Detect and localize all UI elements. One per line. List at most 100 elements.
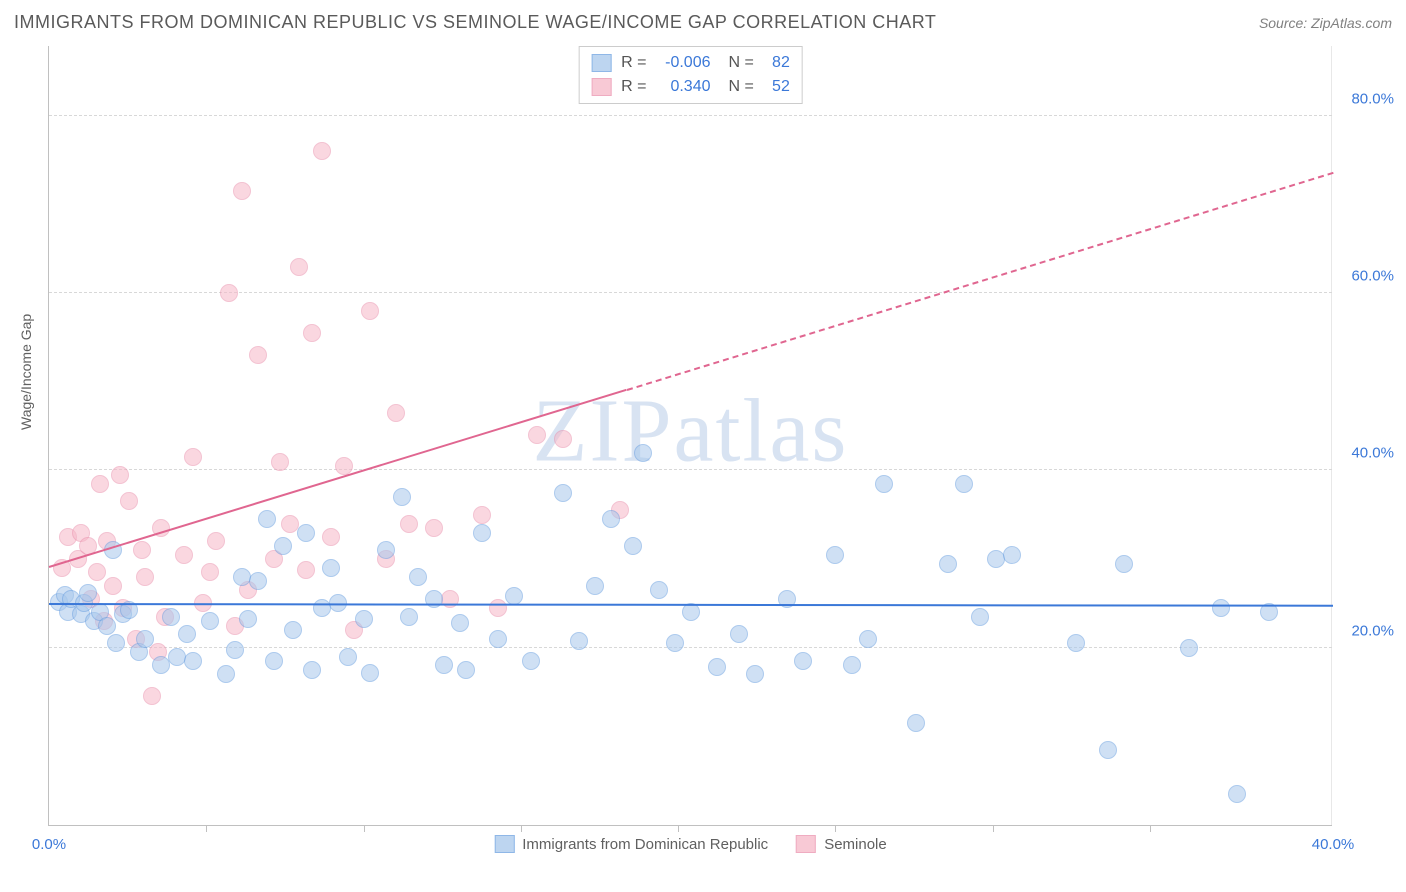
- scatter-point-dr: [152, 656, 170, 674]
- x-tick-mark: [364, 825, 365, 832]
- series-legend-label: Immigrants from Dominican Republic: [522, 836, 768, 853]
- series-legend-item: Seminole: [796, 835, 887, 853]
- scatter-point-dr: [1212, 599, 1230, 617]
- series-legend-item: Immigrants from Dominican Republic: [494, 835, 768, 853]
- scatter-point-sem: [303, 324, 321, 342]
- scatter-point-sem: [297, 561, 315, 579]
- scatter-point-sem: [207, 532, 225, 550]
- x-tick-mark: [678, 825, 679, 832]
- correlation-legend-box: R =-0.006N =82R =0.340N =52: [578, 46, 803, 104]
- legend-row: R =0.340N =52: [591, 75, 790, 99]
- scatter-point-dr: [303, 661, 321, 679]
- scatter-point-dr: [730, 625, 748, 643]
- scatter-point-sem: [201, 563, 219, 581]
- x-tick-mark: [835, 825, 836, 832]
- scatter-point-sem: [473, 506, 491, 524]
- y-tick-label: 40.0%: [1351, 445, 1394, 462]
- x-tick-mark: [993, 825, 994, 832]
- y-tick-label: 80.0%: [1351, 90, 1394, 107]
- scatter-point-dr: [249, 572, 267, 590]
- scatter-point-dr: [98, 617, 116, 635]
- scatter-point-sem: [425, 519, 443, 537]
- scatter-point-dr: [457, 661, 475, 679]
- scatter-point-dr: [1099, 741, 1117, 759]
- scatter-point-dr: [554, 484, 572, 502]
- scatter-point-dr: [570, 632, 588, 650]
- scatter-point-dr: [239, 610, 257, 628]
- scatter-point-dr: [201, 612, 219, 630]
- scatter-point-dr: [939, 555, 957, 573]
- scatter-plot-area: ZIPatlas 20.0%40.0%60.0%80.0%0.0%40.0%R …: [48, 46, 1332, 826]
- gridline: [49, 115, 1332, 116]
- legend-n-label: N =: [729, 75, 754, 99]
- y-tick-label: 20.0%: [1351, 622, 1394, 639]
- plot-right-border: [1331, 46, 1332, 825]
- y-tick-label: 60.0%: [1351, 268, 1394, 285]
- scatter-point-sem: [313, 142, 331, 160]
- scatter-point-dr: [178, 625, 196, 643]
- scatter-point-sem: [91, 475, 109, 493]
- series-legend-label: Seminole: [824, 836, 887, 853]
- scatter-point-sem: [387, 404, 405, 422]
- scatter-point-dr: [297, 524, 315, 542]
- x-tick-mark: [206, 825, 207, 832]
- legend-r-value: 0.340: [657, 75, 711, 99]
- x-tick-mark: [521, 825, 522, 832]
- scatter-point-dr: [955, 475, 973, 493]
- scatter-point-dr: [666, 634, 684, 652]
- scatter-point-dr: [1003, 546, 1021, 564]
- scatter-point-dr: [682, 603, 700, 621]
- series-legend: Immigrants from Dominican Republic Semino…: [494, 835, 886, 853]
- scatter-point-dr: [1115, 555, 1133, 573]
- scatter-point-dr: [522, 652, 540, 670]
- x-tick-label: 40.0%: [1312, 836, 1355, 853]
- chart-title: IMMIGRANTS FROM DOMINICAN REPUBLIC VS SE…: [14, 12, 936, 33]
- legend-swatch: [591, 54, 611, 72]
- regression-line-dashed: [627, 172, 1334, 391]
- scatter-point-dr: [265, 652, 283, 670]
- scatter-point-sem: [184, 448, 202, 466]
- scatter-point-sem: [143, 687, 161, 705]
- scatter-point-sem: [271, 453, 289, 471]
- watermark-text: ZIPatlas: [533, 379, 849, 482]
- scatter-point-sem: [133, 541, 151, 559]
- scatter-point-sem: [400, 515, 418, 533]
- scatter-point-sem: [528, 426, 546, 444]
- legend-swatch: [494, 835, 514, 853]
- x-tick-label: 0.0%: [32, 836, 66, 853]
- scatter-point-sem: [249, 346, 267, 364]
- scatter-point-dr: [586, 577, 604, 595]
- scatter-point-dr: [650, 581, 668, 599]
- scatter-point-dr: [339, 648, 357, 666]
- gridline: [49, 292, 1332, 293]
- scatter-point-dr: [451, 614, 469, 632]
- scatter-point-dr: [473, 524, 491, 542]
- scatter-point-sem: [136, 568, 154, 586]
- scatter-point-dr: [377, 541, 395, 559]
- scatter-point-dr: [361, 664, 379, 682]
- source-attribution: Source: ZipAtlas.com: [1259, 15, 1392, 31]
- scatter-point-dr: [217, 665, 235, 683]
- scatter-point-dr: [79, 584, 97, 602]
- scatter-point-dr: [489, 630, 507, 648]
- scatter-point-dr: [258, 510, 276, 528]
- scatter-point-dr: [435, 656, 453, 674]
- scatter-point-sem: [175, 546, 193, 564]
- scatter-point-dr: [226, 641, 244, 659]
- scatter-point-dr: [708, 658, 726, 676]
- scatter-point-dr: [409, 568, 427, 586]
- legend-r-label: R =: [621, 75, 646, 99]
- scatter-point-sem: [120, 492, 138, 510]
- legend-n-label: N =: [729, 51, 754, 75]
- scatter-point-dr: [971, 608, 989, 626]
- scatter-point-sem: [290, 258, 308, 276]
- scatter-point-sem: [322, 528, 340, 546]
- legend-row: R =-0.006N =82: [591, 51, 790, 75]
- scatter-point-sem: [111, 466, 129, 484]
- scatter-point-dr: [624, 537, 642, 555]
- scatter-point-dr: [355, 610, 373, 628]
- scatter-point-sem: [104, 577, 122, 595]
- scatter-point-dr: [859, 630, 877, 648]
- scatter-point-dr: [393, 488, 411, 506]
- scatter-point-dr: [843, 656, 861, 674]
